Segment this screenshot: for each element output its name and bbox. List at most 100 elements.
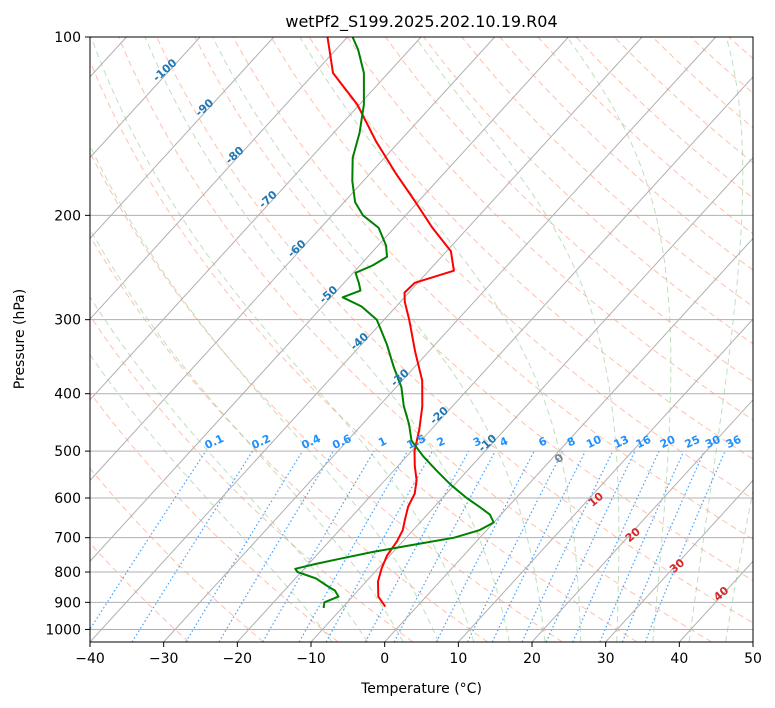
- chart-title: wetPf2_S199.2025.202.10.19.R04: [285, 12, 557, 32]
- dry-adiabat: [346, 37, 753, 421]
- moist-adiabat-label: 30: [667, 556, 687, 576]
- moist-adiabat: [414, 37, 620, 642]
- dry-adiabat: [270, 37, 753, 500]
- y-tick-label: 700: [54, 531, 81, 547]
- mixing-ratio-label: 1.5: [405, 432, 428, 452]
- moist-adiabat-label: 10: [586, 489, 606, 509]
- dry-adiabat: [90, 60, 638, 642]
- moist-adiabat: [90, 144, 439, 642]
- mixing-ratio-label: 4: [498, 434, 511, 449]
- dry-adiabat: [537, 37, 753, 235]
- mixing-ratio-label: 30: [703, 433, 723, 451]
- mixing-ratio-line: [185, 450, 304, 642]
- mixing-ratio-label: 13: [612, 433, 631, 451]
- mixing-ratio-label: 2: [435, 434, 447, 449]
- isotherm-label: -60: [285, 237, 309, 260]
- mixing-ratio-label: 0.4: [300, 432, 323, 452]
- isotherm: [90, 37, 275, 240]
- dry-adiabat: [767, 37, 775, 642]
- moist-adiabat: [90, 37, 475, 642]
- dry-adiabat: [90, 467, 264, 642]
- mixing-ratio-line: [521, 450, 614, 642]
- mixing-ratio-line: [599, 450, 685, 642]
- isotherm-label: -20: [427, 404, 451, 427]
- mixing-ratio-label: 1: [376, 434, 388, 449]
- mixing-ratio-line: [131, 450, 254, 642]
- mixing-ratio-label: 36: [724, 433, 744, 451]
- y-tick-label: 400: [54, 387, 81, 403]
- line-labels: -100-90-80-70-60-50-40-30-20-100.1 0.2 0.4…: [150, 56, 743, 604]
- mixing-ratio-line: [364, 450, 470, 642]
- moist-adiabat-label: 0: [552, 451, 566, 466]
- isotherm-label: -90: [193, 96, 217, 119]
- dry-adiabat: [90, 151, 563, 642]
- background-lines: [90, 37, 775, 642]
- dry-adiabat: [575, 37, 753, 199]
- dry-adiabat: [118, 37, 712, 642]
- mixing-ratio-line: [325, 450, 434, 642]
- moist-adiabat: [144, 37, 510, 642]
- isotherm-label: -80: [223, 144, 247, 167]
- isotherm: [605, 479, 753, 642]
- x-tick-label: 0: [380, 651, 389, 667]
- x-tick-label: 40: [670, 651, 688, 667]
- moist-adiabat: [90, 353, 333, 642]
- dry-adiabat: [690, 37, 753, 94]
- moist-adiabat: [725, 488, 753, 642]
- mixing-ratio-label: 20: [658, 433, 678, 451]
- isotherm: [90, 37, 422, 401]
- dry-adiabat: [90, 542, 190, 642]
- y-tick-label: 200: [54, 208, 81, 224]
- y-tick-label: 1000: [45, 622, 81, 638]
- x-tick-label: −20: [223, 651, 253, 667]
- y-tick-label: 900: [54, 595, 81, 611]
- dry-adiabat: [385, 37, 753, 383]
- isotherm: [310, 156, 753, 642]
- y-tick-label: 100: [54, 30, 81, 46]
- isotherm: [90, 37, 643, 642]
- isotherm: [90, 37, 496, 482]
- mixing-ratio-line: [572, 450, 660, 642]
- mixing-ratio-label: 10: [584, 433, 604, 451]
- isotherm: [90, 37, 348, 320]
- dry-adiabat: [308, 37, 753, 460]
- moist-adiabat: [688, 37, 744, 642]
- isotherm-label: -70: [256, 188, 280, 211]
- x-tick-label: 30: [597, 651, 615, 667]
- mixing-ratio-label: 0.6: [330, 432, 353, 452]
- x-axis-title: Temperature (°C): [360, 681, 482, 697]
- moist-adiabat-label: 40: [711, 584, 731, 604]
- y-axis: 100 200 300 400 500 600 700 800 900 1000: [45, 30, 90, 638]
- mixing-ratio-label: 0.2: [250, 432, 273, 452]
- x-tick-label: −30: [149, 651, 179, 667]
- isotherm: [384, 237, 753, 642]
- dry-adiabat: [194, 37, 753, 582]
- isotherm: [90, 37, 201, 159]
- plot-frame: [89, 36, 754, 643]
- moist-adiabat-label: 20: [623, 525, 643, 545]
- y-tick-label: 300: [54, 313, 81, 329]
- mixing-ratio-label: 16: [634, 433, 654, 451]
- mixing-ratio-line: [545, 450, 636, 642]
- x-tick-label: −40: [75, 651, 105, 667]
- mixing-ratio-line: [466, 450, 564, 642]
- moist-adiabat: [566, 37, 672, 642]
- isotherm: [752, 641, 753, 642]
- isotherm: [90, 37, 569, 563]
- temperature-profile-line: [326, 37, 455, 608]
- isotherm: [236, 76, 753, 642]
- isotherm-label: -30: [388, 366, 412, 389]
- x-tick-label: 20: [523, 651, 541, 667]
- x-axis: −40 −30 −20 −10 0 10 20 30 40 50: [75, 642, 762, 667]
- x-tick-label: 10: [449, 651, 467, 667]
- mixing-ratio-label: 0.1: [203, 432, 226, 452]
- mixing-ratio-label: 25: [683, 433, 702, 451]
- y-tick-label: 600: [54, 491, 81, 507]
- mixing-ratio-label: 8: [565, 434, 577, 449]
- dry-adiabat: [90, 235, 488, 642]
- y-axis-title: Pressure (hPa): [12, 289, 28, 389]
- x-tick-label: −10: [296, 651, 326, 667]
- dry-adiabat: [156, 37, 753, 624]
- mixing-ratio-line: [621, 450, 705, 642]
